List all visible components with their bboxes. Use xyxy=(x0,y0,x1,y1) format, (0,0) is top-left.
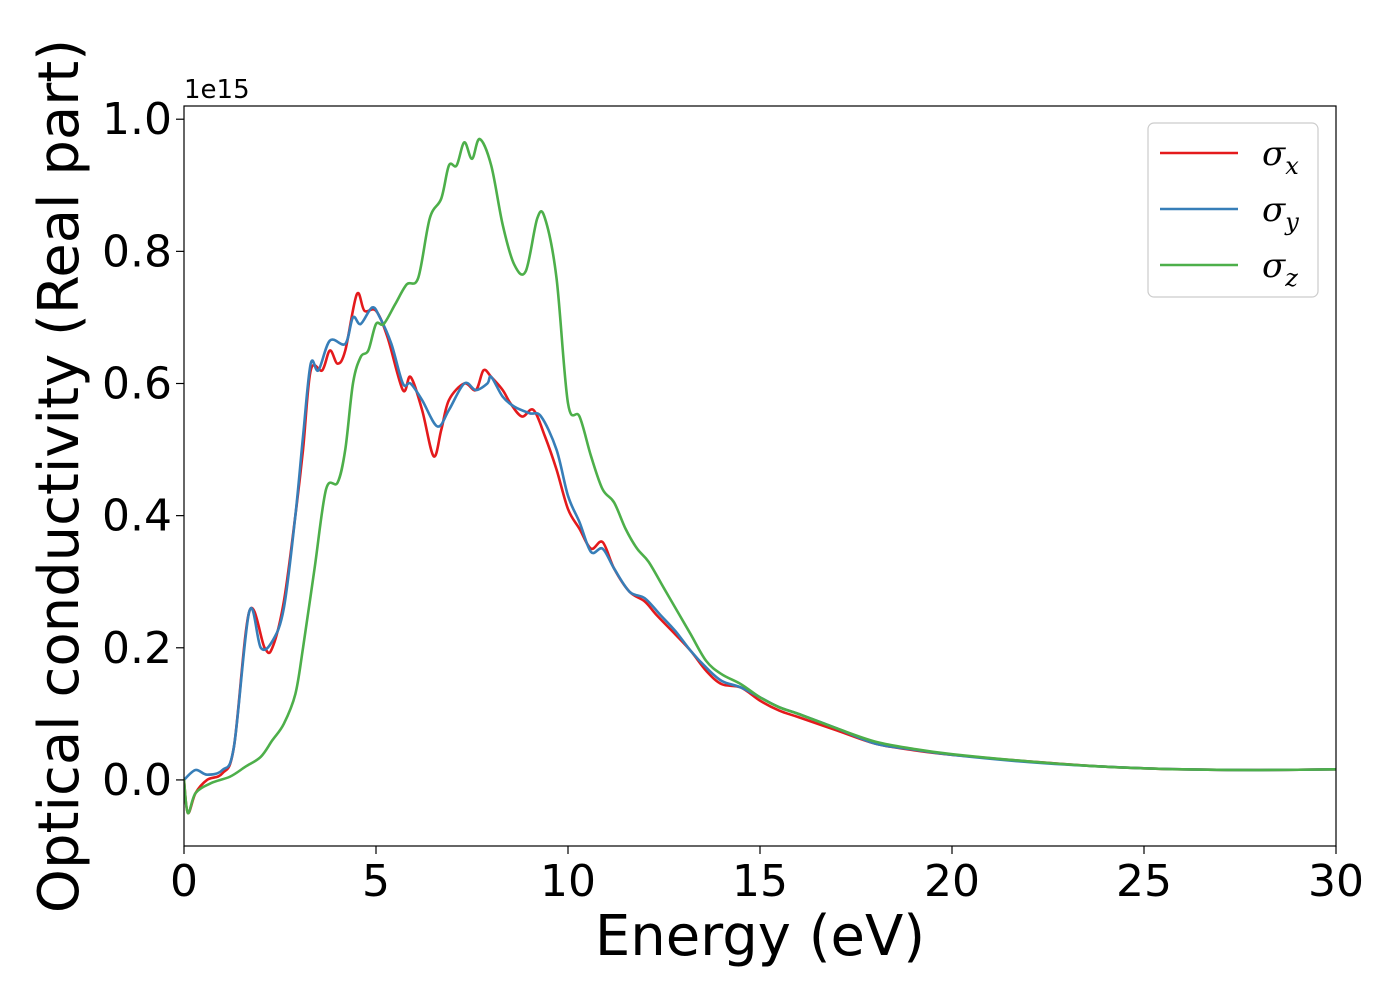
x-tick-label: 20 xyxy=(924,856,980,907)
legend-label-symbol: σ xyxy=(1262,134,1286,174)
y-tick-label: 1.0 xyxy=(102,94,172,145)
y-axis-label: Optical conductivity (Real part) xyxy=(27,39,92,913)
x-tick-label: 0 xyxy=(170,856,198,907)
plot-background xyxy=(184,106,1336,846)
y-tick-label: 0.4 xyxy=(102,491,172,542)
legend-label-sigma-x: σx xyxy=(1262,134,1299,180)
y-tick-label: 0.2 xyxy=(102,623,172,674)
legend-label-sigma-z: σz xyxy=(1262,246,1298,292)
x-axis-ticks: 0 5 10 15 20 25 30 xyxy=(170,846,1364,907)
legend-label-subscript: x xyxy=(1285,152,1299,180)
legend-label-subscript: y xyxy=(1284,208,1299,236)
x-axis-label: Energy (eV) xyxy=(595,904,925,969)
x-tick-label: 25 xyxy=(1116,856,1172,907)
series-line-sigma-z xyxy=(184,137,1336,815)
legend-label-symbol: σ xyxy=(1262,190,1286,230)
y-tick-label: 0.0 xyxy=(102,755,172,806)
x-tick-label: 10 xyxy=(540,856,596,907)
x-tick-label: 30 xyxy=(1308,856,1364,907)
legend-label-sigma-y: σy xyxy=(1262,190,1299,236)
x-tick-label: 15 xyxy=(732,856,788,907)
y-tick-label: 0.6 xyxy=(102,359,172,410)
y-offset-label: 1e15 xyxy=(184,75,250,105)
legend-label-symbol: σ xyxy=(1262,246,1286,286)
x-tick-label: 5 xyxy=(362,856,390,907)
legend-label-subscript: z xyxy=(1284,264,1298,292)
y-axis-ticks: 0.0 0.2 0.4 0.6 0.8 1.0 xyxy=(102,94,184,806)
y-tick-label: 0.8 xyxy=(102,226,172,277)
series-group xyxy=(184,137,1336,815)
